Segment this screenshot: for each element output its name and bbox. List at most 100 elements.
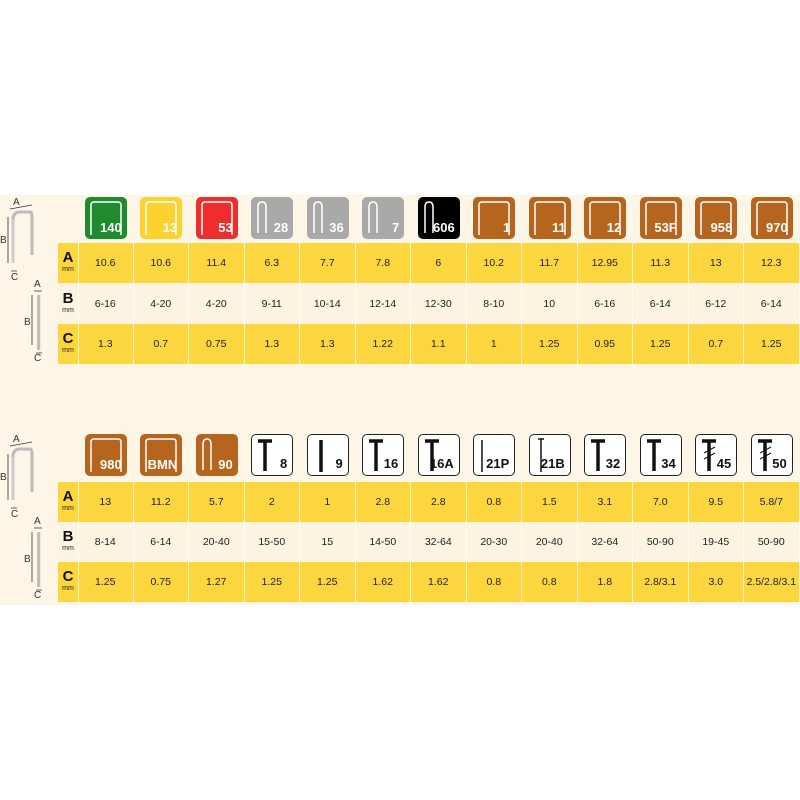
type-code: 11: [552, 220, 566, 235]
cell-b: 8-14: [78, 522, 134, 562]
staple-glyph-icon: [700, 201, 732, 235]
svg-text:A: A: [34, 279, 41, 290]
cell-b: 8-10: [467, 284, 522, 324]
narrow-glyph-icon: [313, 201, 323, 233]
type-code: BMN: [147, 457, 178, 472]
cell-c: 1.1: [411, 324, 467, 364]
staple-type-34[interactable]: 34: [639, 434, 682, 476]
cell-c: 0.75: [134, 562, 189, 602]
cell-b: 6-16: [578, 284, 633, 324]
cell-b: 10-14: [300, 284, 356, 324]
cell-b: 6-16: [78, 284, 134, 324]
type-code: 140: [100, 220, 122, 235]
staple-type-9[interactable]: 9: [306, 434, 349, 476]
staple-type-36[interactable]: 36: [306, 197, 349, 239]
cell-a: 7.0: [633, 482, 689, 522]
cell-a: 12.95: [578, 243, 633, 283]
staple-type-606[interactable]: 606: [417, 197, 460, 239]
staple-type-16[interactable]: 16: [362, 434, 405, 476]
dimension-diagram: A B C A B C: [0, 432, 58, 602]
row-letter: C: [62, 568, 74, 585]
type-code: 36: [329, 220, 344, 235]
staple-type-958[interactable]: 958: [695, 197, 738, 239]
staple-type-8[interactable]: 8: [251, 434, 294, 476]
cell-a: 9.5: [689, 482, 744, 522]
type-code: 21P: [486, 456, 510, 471]
cell-c: 1.25: [245, 562, 300, 602]
cell-c: 1.22: [356, 324, 411, 364]
nail-glyph-icon: [591, 439, 606, 471]
staple-glyph-icon: [534, 201, 566, 235]
row-unit: mm: [62, 307, 74, 314]
cell-b: 20-40: [522, 522, 578, 562]
staple-type-13[interactable]: 13: [140, 197, 183, 239]
staple-type-21b[interactable]: 21B: [528, 434, 571, 476]
cell-c: 0.7: [134, 324, 189, 364]
staple-glyph-icon: [589, 201, 621, 235]
type-code: 32: [605, 456, 621, 471]
cell-b: 14-50: [356, 522, 411, 562]
staple-type-90[interactable]: 90: [195, 434, 238, 476]
type-code: 16: [383, 456, 399, 471]
staple-type-7[interactable]: 7: [362, 197, 405, 239]
staple-type-12[interactable]: 12: [584, 197, 627, 239]
staple-type-53f[interactable]: 53F: [639, 197, 682, 239]
cell-c: 1.25: [744, 324, 800, 364]
cell-c: 1.27: [189, 562, 245, 602]
type-code: 980: [100, 457, 122, 472]
cell-a: 2.8: [356, 482, 411, 522]
cell-b: 32-64: [411, 522, 467, 562]
nail-glyph-icon: [424, 439, 439, 471]
cell-a: 11.4: [189, 243, 245, 283]
staple-type-1[interactable]: 1: [473, 197, 516, 239]
staple-glyph-icon: [478, 201, 510, 235]
nail-glyph-icon: [369, 439, 384, 471]
staple-glyph-icon: [145, 438, 177, 472]
cell-b: 10: [522, 284, 578, 324]
staple-type-32[interactable]: 32: [584, 434, 627, 476]
cell-c: 1.25: [78, 562, 134, 602]
cell-b: 50-90: [744, 522, 800, 562]
staple-type-bmn[interactable]: BMN: [140, 434, 183, 476]
cell-c: 2.5/2.8/3.1: [744, 562, 800, 602]
cell-a: 6: [411, 243, 467, 283]
type-code: 50: [772, 456, 787, 471]
staple-type-140[interactable]: 140: [84, 197, 127, 239]
cell-c: 0.7: [689, 324, 744, 364]
type-code: 21B: [540, 456, 565, 471]
staple-type-50[interactable]: 50: [750, 434, 793, 476]
staple-glyph-icon: [756, 201, 788, 235]
type-code: 12: [606, 220, 622, 235]
cell-a: 13: [78, 482, 134, 522]
cell-b: 20-40: [189, 522, 245, 562]
cell-a: 1.5: [522, 482, 578, 522]
staple-type-28[interactable]: 28: [251, 197, 294, 239]
cell-b: 20-30: [467, 522, 522, 562]
cell-c: 3.0: [689, 562, 744, 602]
cell-a: 7.8: [356, 243, 411, 283]
staple-type-21p[interactable]: 21P: [473, 434, 516, 476]
cell-c: 1.25: [522, 324, 578, 364]
cell-c: 1.3: [78, 324, 134, 364]
staple-type-16a[interactable]: 16A: [417, 434, 460, 476]
staple-type-980[interactable]: 980: [84, 434, 127, 476]
pin-glyph-icon: [319, 440, 323, 472]
staple-type-53[interactable]: 53: [195, 197, 238, 239]
staple-type-45[interactable]: 45: [695, 434, 738, 476]
staple-glyph-icon: [90, 438, 122, 472]
staple-dimension-diagram-icon: A B C A B C: [0, 434, 42, 601]
staple-type-970[interactable]: 970: [750, 197, 793, 239]
row-letter: B: [62, 290, 74, 307]
cell-a: 3.1: [578, 482, 633, 522]
type-code: 13: [162, 220, 178, 235]
staple-type-11[interactable]: 11: [528, 197, 571, 239]
row-unit: mm: [62, 347, 74, 354]
cell-a: 11.2: [134, 482, 189, 522]
cell-a: 5.8/7: [744, 482, 800, 522]
type-code: 7: [392, 220, 400, 235]
